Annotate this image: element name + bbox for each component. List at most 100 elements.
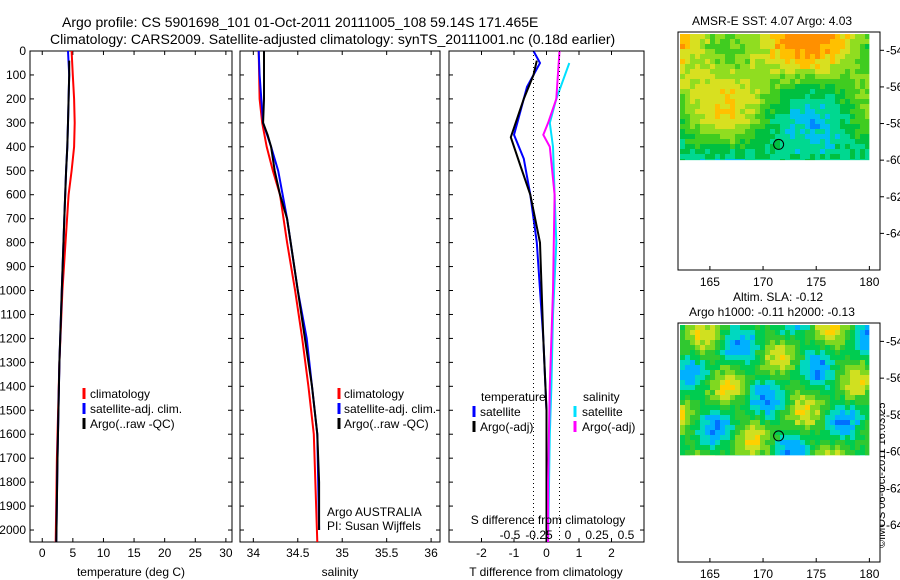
temperature-xtick-label: 25 (189, 546, 203, 560)
temperature-ytick-label: 0 (19, 44, 26, 58)
temperature-legend-label: satellite-adj. clim. (90, 402, 182, 416)
temperature-xtick-label: 30 (219, 546, 233, 560)
difference-xtick-label: 1 (576, 546, 583, 560)
sst-map-xtick-label: 175 (806, 275, 826, 289)
salinity-legend-label: climatology (344, 387, 404, 401)
sla-map-argo-marker (773, 430, 785, 442)
sla-map-field (680, 325, 870, 456)
difference-legend-label: satellite (480, 405, 521, 419)
sla-map-ytick-label: -58 (886, 408, 900, 422)
temperature-series-line (55, 60, 71, 543)
temperature-ytick-label: 900 (6, 260, 26, 274)
temperature-xtick-label: 0 (39, 546, 46, 560)
salinity-series-line (262, 51, 321, 530)
temperature-xtick-label: 5 (70, 546, 77, 560)
salinity-xtick-label: 34.5 (286, 546, 310, 560)
sla-map-xtick-label: 170 (753, 567, 773, 580)
difference-xtick-label: 2 (608, 546, 615, 560)
sla-map-ytick-label: -56 (886, 371, 900, 385)
difference-legend-label: satellite (582, 405, 623, 419)
temperature-ytick-label: 100 (6, 68, 26, 82)
difference-x2tick-label: -0.5 (500, 528, 521, 542)
difference-x2tick-label: 0 (565, 528, 572, 542)
temperature-ytick-label: 1300 (0, 355, 26, 369)
temperature-series-line (54, 50, 76, 543)
temperature-ytick-label: 1900 (0, 499, 26, 513)
temperature-ytick-label: 1400 (0, 379, 26, 393)
sst-map-ytick-label: -62 (886, 190, 900, 204)
figure-title-line1: Argo profile: CS 5901698_101 01-Oct-2011… (62, 14, 539, 30)
temperature-ytick-label: 1000 (0, 284, 26, 298)
sst-map-xtick-label: 180 (859, 275, 879, 289)
temperature-ytick-label: 600 (6, 188, 26, 202)
temperature-ytick-label: 1500 (0, 403, 26, 417)
sla-map-xtick-label: 165 (700, 567, 720, 580)
difference-legend-title-right: salinity (583, 390, 620, 404)
temperature-ytick-label: 500 (6, 164, 26, 178)
difference-xlabel2: S difference from climatology (471, 513, 626, 527)
difference-xlabel: T difference from climatology (469, 565, 623, 579)
temperature-ytick-label: 200 (6, 92, 26, 106)
figure-title-line2: Climatology: CARS2009. Satellite-adjuste… (50, 31, 616, 47)
sst-map-title: AMSR-E SST: 4.07 Argo: 4.03 (692, 14, 853, 28)
sst-map-ytick-label: -58 (886, 117, 900, 131)
difference-x2tick-label: 0.25 (585, 528, 609, 542)
sla-map-ytick-label: -62 (886, 481, 900, 495)
temperature-legend-label: Argo(..raw -QC) (90, 417, 175, 431)
temperature-xtick-label: 15 (127, 546, 141, 560)
temperature-ytick-label: 2000 (0, 523, 26, 537)
temperature-ytick-label: 700 (6, 212, 26, 226)
difference-legend-label: Argo(-adj) (582, 420, 635, 434)
temperature-ytick-label: 800 (6, 236, 26, 250)
sst-map-ytick-label: -54 (886, 43, 900, 57)
temperature-ytick-label: 1600 (0, 427, 26, 441)
difference-x2tick-label: 0.5 (618, 528, 635, 542)
sst-map-field (680, 34, 870, 161)
sla-map-xtick-label: 175 (806, 567, 826, 580)
salinity-axes-box (239, 50, 441, 543)
temperature-ytick-label: 300 (6, 116, 26, 130)
salinity-xlabel: salinity (322, 565, 359, 579)
temperature-xlabel: temperature (deg C) (77, 565, 185, 579)
sst-map-xtick-label: 165 (700, 275, 720, 289)
sst-map-xtick-label: 170 (753, 275, 773, 289)
temperature-axes-box (29, 50, 233, 543)
salinity-legend-label: Argo(..raw -QC) (344, 417, 429, 431)
salinity-annotation: Argo AUSTRALIA (327, 505, 422, 519)
sla-map-subtitle: Argo h1000: -0.11 h2000: -0.13 (689, 305, 855, 319)
difference-legend-title-left: temperature (481, 390, 546, 404)
temperature-legend-label: climatology (90, 387, 150, 401)
sla-map-ytick-label: -60 (886, 445, 900, 459)
difference-xtick-label: -1 (509, 546, 520, 560)
sst-map-ytick-label: -64 (886, 226, 900, 240)
temperature-xtick-label: 20 (158, 546, 172, 560)
difference-series-line (542, 50, 561, 542)
temperature-xtick-label: 10 (97, 546, 111, 560)
temperature-ytick-label: 1200 (0, 331, 26, 345)
sst-map-argo-marker (773, 138, 785, 150)
sla-map-ytick-label: -64 (886, 518, 900, 532)
salinity-annotation: PI: Susan Wijffels (327, 519, 421, 533)
difference-legend-label: Argo(-adj) (480, 420, 533, 434)
sst-map-ytick-label: -60 (886, 153, 900, 167)
salinity-series-line (257, 50, 319, 543)
salinity-xtick-label: 36 (424, 546, 438, 560)
sla-map-xtick-label: 180 (859, 567, 879, 580)
salinity-xtick-label: 35 (336, 546, 350, 560)
temperature-ytick-label: 1700 (0, 451, 26, 465)
salinity-xtick-label: 35.5 (375, 546, 399, 560)
temperature-ytick-label: 1100 (0, 307, 26, 321)
difference-series-line (509, 60, 548, 542)
difference-xtick-label: 0 (543, 546, 550, 560)
temperature-ytick-label: 1800 (0, 475, 26, 489)
sla-map-title: Altim. SLA: -0.12 (733, 290, 824, 304)
difference-series-line (547, 62, 571, 543)
sla-map-ytick-label: -54 (886, 334, 900, 348)
temperature-ytick-label: 400 (6, 140, 26, 154)
difference-x2tick-label: -0.25 (525, 528, 553, 542)
salinity-xtick-label: 34 (247, 546, 261, 560)
salinity-series-line (257, 50, 321, 531)
sst-map-ytick-label: -56 (886, 80, 900, 94)
difference-xtick-label: -2 (476, 546, 487, 560)
